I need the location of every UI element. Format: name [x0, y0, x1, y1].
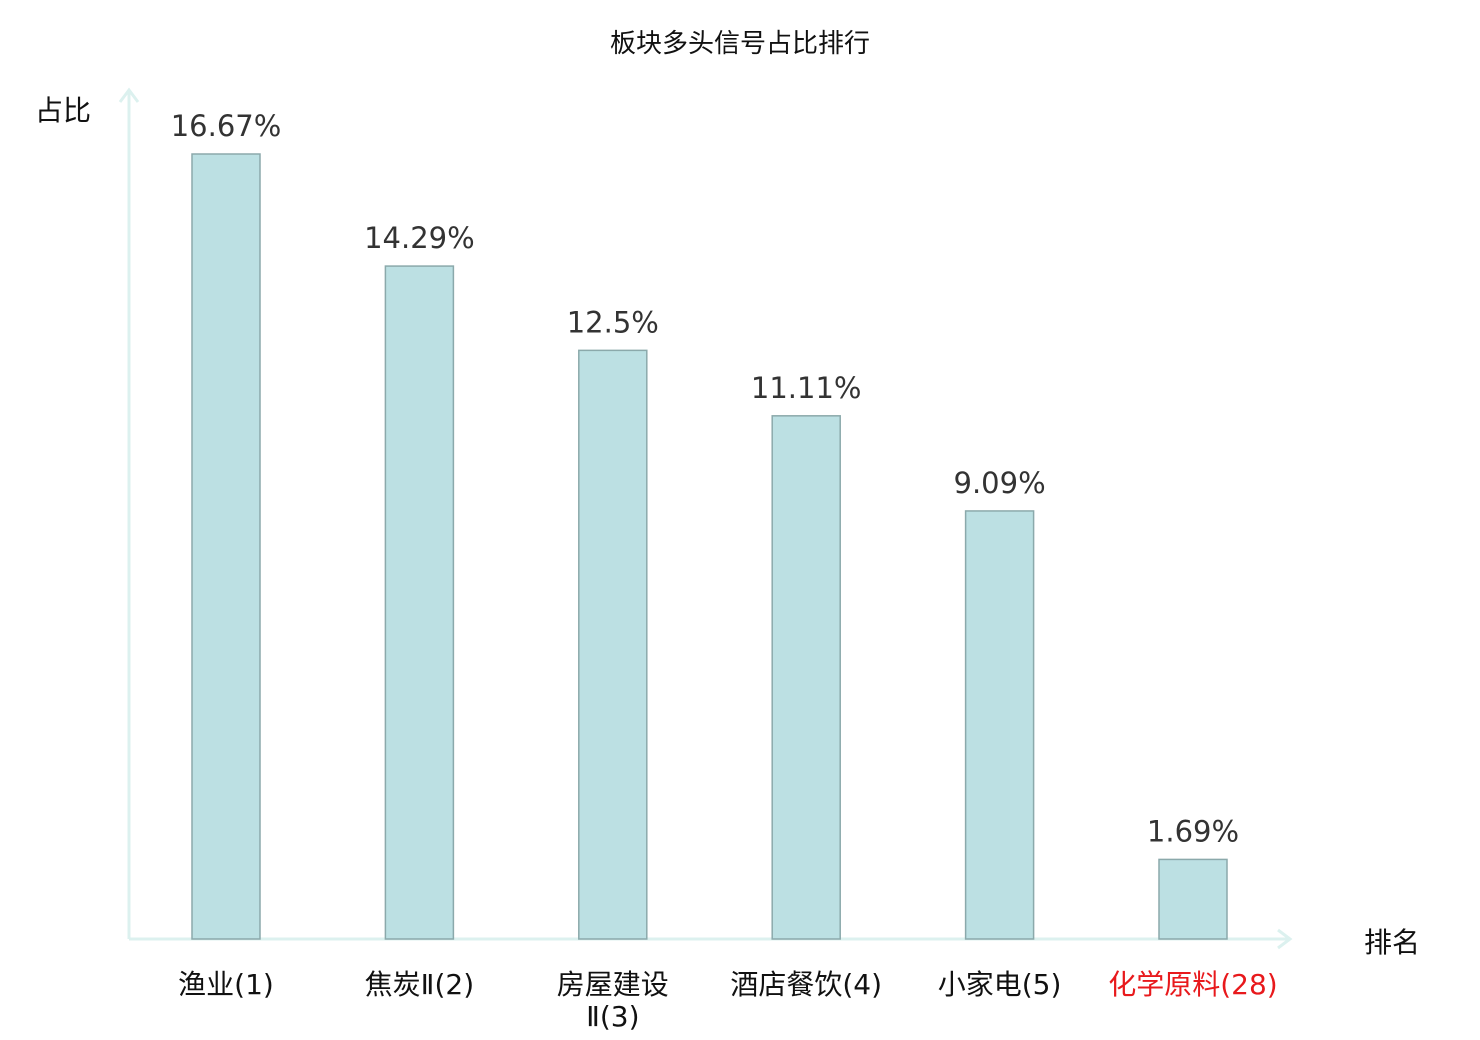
value-label: 9.09% [954, 466, 1046, 500]
category-label: Ⅱ(3) [586, 1000, 639, 1033]
category-label: 化学原料(28) [1108, 968, 1277, 1001]
bar [964, 510, 1035, 940]
bar [1158, 858, 1228, 940]
x-axis-arrow-icon [1277, 928, 1293, 950]
axes [118, 87, 1293, 950]
category-label: 渔业(1) [178, 968, 274, 1001]
category-label: 焦炭Ⅱ(2) [365, 968, 474, 1001]
value-label: 12.5% [567, 305, 659, 339]
y-axis-arrow-icon [118, 87, 140, 103]
chart-title: 板块多头信号占比排行 [610, 29, 870, 59]
x-axis-label: 排名 [1364, 926, 1420, 959]
value-label: 11.11% [751, 371, 862, 405]
value-label: 14.29% [364, 221, 475, 255]
y-axis-label: 占比 [35, 94, 91, 127]
category-label: 房屋建设 [557, 968, 669, 1001]
bar [578, 349, 648, 940]
category-label: 酒店餐饮(4) [730, 968, 882, 1001]
bar [771, 415, 841, 940]
value-label: 16.67% [171, 109, 282, 143]
bar [384, 265, 455, 940]
bar [191, 153, 261, 940]
value-label: 1.69% [1147, 814, 1239, 848]
category-label: 小家电(5) [938, 968, 1062, 1001]
